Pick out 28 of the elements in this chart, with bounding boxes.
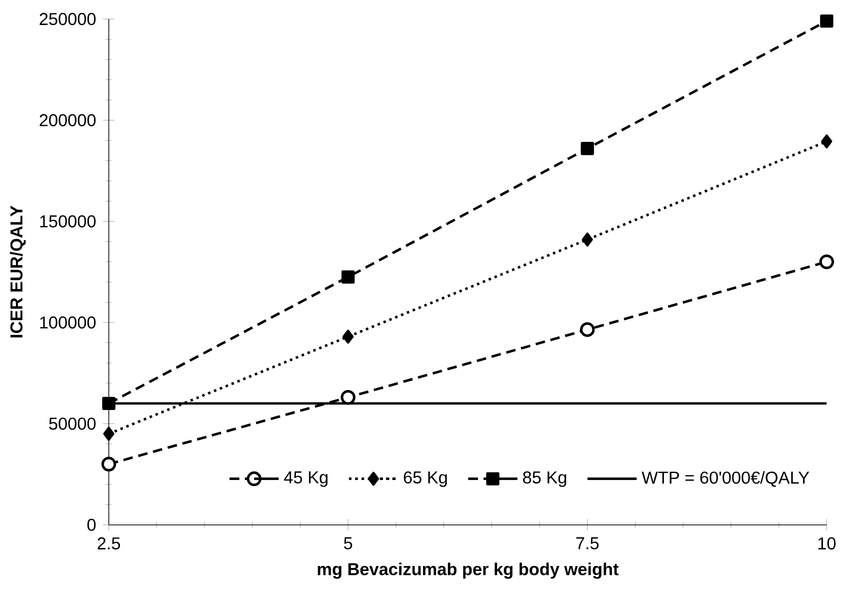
y-tick-label: 50000 xyxy=(49,417,96,430)
point xyxy=(580,322,595,337)
y-tick-label: 200000 xyxy=(40,114,96,126)
y-tick-label: 150000 xyxy=(40,215,96,228)
point xyxy=(341,270,355,284)
point xyxy=(101,456,116,472)
y-tick-label: 100000 xyxy=(40,316,96,328)
legend-label: 65 Kg xyxy=(404,471,447,487)
point xyxy=(580,142,594,155)
x-tick-label: 10 xyxy=(818,537,836,550)
legend-label: 45 Kg xyxy=(284,471,328,487)
y-tick-label: 0 xyxy=(87,518,96,531)
x-axis-title: mg Bevacizumab per kg body weight xyxy=(318,562,619,579)
legend-label: WTP = 60'000€/QALY xyxy=(642,470,810,487)
x-tick-label: 5 xyxy=(344,537,352,550)
point xyxy=(820,14,834,28)
point xyxy=(102,396,116,410)
point xyxy=(342,330,354,344)
x-tick-label: 7.5 xyxy=(576,537,599,550)
x-tick-label: 2.5 xyxy=(98,537,120,550)
point xyxy=(582,232,593,246)
point xyxy=(340,390,356,405)
point xyxy=(819,254,834,270)
legend-label: 85 Kg xyxy=(523,471,566,487)
point xyxy=(103,426,114,441)
point xyxy=(821,134,832,148)
y-tick-label: 250000 xyxy=(40,12,96,26)
y-axis-title: ICER EUR/QALY xyxy=(10,205,26,338)
